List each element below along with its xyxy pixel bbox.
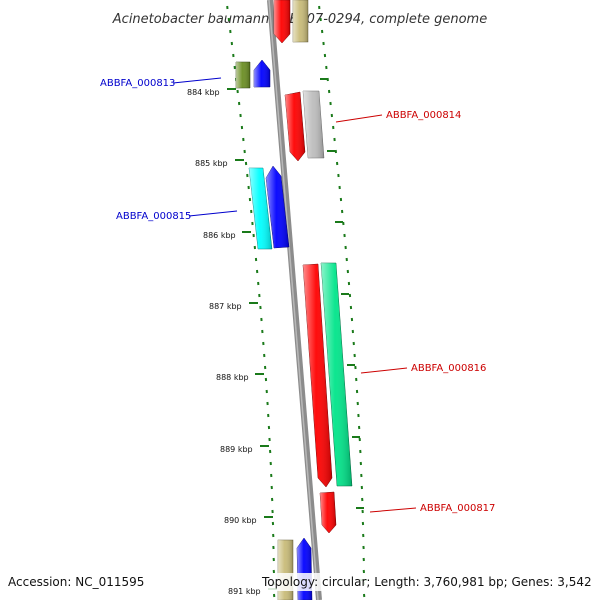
gene-abbfa-000816-red[interactable] [302,263,333,488]
leader-line-816 [360,367,408,374]
genome-backbone [267,0,322,600]
gene-label-abbfa-000815[interactable]: ABBFA_000815 [116,211,191,222]
gene-abbfa-000815[interactable] [265,165,290,249]
gene-abbfa-000817[interactable] [319,491,337,534]
tick-label-888: 888 kbp [216,373,249,382]
kbp-ticks: 884 kbp 885 kbp 886 kbp 887 kbp 888 kbp … [187,78,367,596]
tick-label-884: 884 kbp [187,88,220,97]
gene-abbfa-000814[interactable] [284,91,306,162]
gene-top-khaki[interactable] [292,0,309,43]
gene-abbfa-000813-olive[interactable] [235,61,251,89]
tick-label-887: 887 kbp [209,302,242,311]
gene-label-abbfa-000816[interactable]: ABBFA_000816 [411,363,486,374]
gene-labels: ABBFA_000813 ABBFA_000814 ABBFA_000815 A… [100,77,495,514]
gene-abbfa-000815-cyan[interactable] [248,167,273,250]
footer-topology: Topology: circular; Length: 3,760,981 bp… [261,575,592,589]
tick-label-890: 890 kbp [224,516,257,525]
tick-label-891: 891 kbp [228,587,261,596]
leader-line-815 [188,210,238,217]
tick-label-889: 889 kbp [220,445,253,454]
leader-line-814 [335,114,383,123]
gene-abbfa-000814-gray[interactable] [302,90,325,159]
gene-top-red[interactable] [273,0,291,44]
footer-accession: Accession: NC_011595 [8,575,144,589]
gene-abbfa-000816[interactable] [320,262,353,487]
leader-line-813 [172,77,222,84]
tick-label-885: 885 kbp [195,159,228,168]
genome-backbone-highlight [268,0,319,600]
gene-label-abbfa-000814[interactable]: ABBFA_000814 [386,110,461,121]
leader-line-817 [369,507,417,513]
footer-topology-bg [260,573,596,591]
tick-label-886: 886 kbp [203,231,236,240]
gene-abbfa-000813[interactable] [253,59,271,88]
gene-label-abbfa-000813[interactable]: ABBFA_000813 [100,78,175,89]
scale-rails [226,5,366,598]
gene-label-abbfa-000817[interactable]: ABBFA_000817 [420,503,495,514]
